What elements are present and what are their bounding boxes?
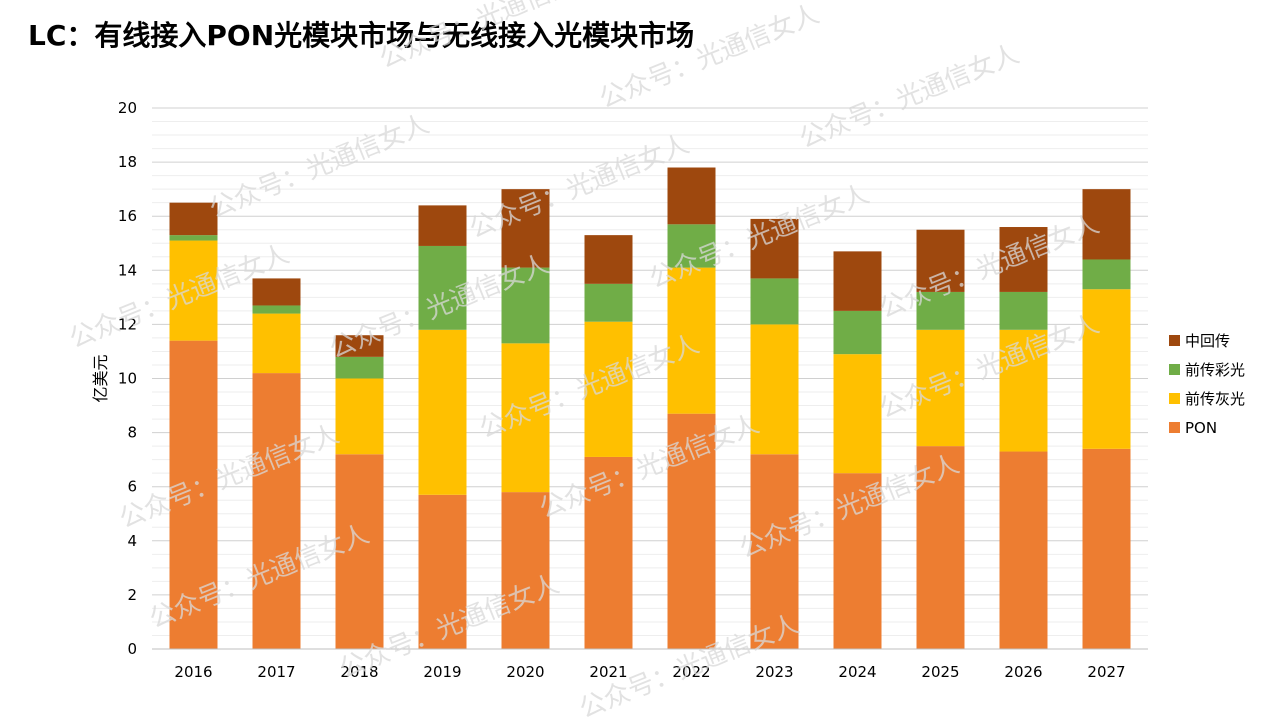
x-tick-label: 2017 <box>257 663 295 681</box>
bar-segment <box>999 451 1048 649</box>
bar-segment <box>999 329 1048 452</box>
legend-swatch <box>1169 335 1180 346</box>
bar-segment <box>252 313 301 374</box>
page-title: LC：有线接入PON光模块市场与无线接入光模块市场 <box>28 19 695 52</box>
y-axis-label: 亿美元 <box>91 354 110 402</box>
bar-segment <box>584 283 633 322</box>
bar-segment <box>667 413 716 649</box>
bar-segment <box>1082 289 1131 449</box>
bar-segment <box>418 245 467 330</box>
y-tick-label: 12 <box>118 315 137 333</box>
y-tick-label: 2 <box>127 586 137 604</box>
x-tick-label: 2023 <box>755 663 793 681</box>
y-tick-label: 4 <box>127 532 137 550</box>
bar-segment <box>750 218 799 279</box>
y-tick-label: 6 <box>127 478 137 496</box>
x-tick-label: 2016 <box>174 663 212 681</box>
bar-segment <box>833 354 882 474</box>
bar-segment <box>418 494 467 649</box>
x-tick-label: 2025 <box>921 663 959 681</box>
bar-segment <box>252 305 301 314</box>
bar-segment <box>750 278 799 325</box>
x-tick-label: 2027 <box>1087 663 1125 681</box>
bar-segment <box>252 278 301 306</box>
y-tick-label: 14 <box>118 261 137 279</box>
y-tick-label: 20 <box>118 99 137 117</box>
x-tick-label: 2019 <box>423 663 461 681</box>
x-tick-label: 2020 <box>506 663 544 681</box>
x-tick-label: 2022 <box>672 663 710 681</box>
bar-segment <box>833 251 882 311</box>
bar-segment <box>335 378 384 455</box>
bar-segment <box>501 267 550 344</box>
legend-label: 前传彩光 <box>1185 361 1245 379</box>
x-tick-label: 2024 <box>838 663 876 681</box>
x-tick-label: 2026 <box>1004 663 1042 681</box>
bar-segment <box>1082 189 1131 260</box>
y-tick-label: 18 <box>118 153 137 171</box>
x-tick-label: 2018 <box>340 663 378 681</box>
bar-segment <box>335 454 384 649</box>
bar-segment <box>916 291 965 330</box>
bar-segment <box>169 340 218 649</box>
bar-segment <box>335 335 384 357</box>
bar-segment <box>584 321 633 457</box>
bar-segment <box>999 291 1048 330</box>
legend-swatch <box>1169 393 1180 404</box>
y-tick-label: 0 <box>127 640 137 658</box>
y-tick-label: 16 <box>118 207 137 225</box>
bar-segment <box>418 205 467 246</box>
bar-segment <box>584 235 633 284</box>
y-tick-label: 8 <box>127 424 137 442</box>
bar-segment <box>584 456 633 649</box>
bar-segment <box>833 310 882 355</box>
bar-segment <box>667 267 716 414</box>
legend-label: 前传灰光 <box>1185 390 1245 408</box>
bar-segment <box>1082 259 1131 290</box>
bar-segment <box>667 167 716 225</box>
bar-segment <box>750 324 799 455</box>
bar-segment <box>667 224 716 268</box>
bar-segment <box>418 329 467 495</box>
bar-segment <box>169 235 218 241</box>
x-tick-label: 2021 <box>589 663 627 681</box>
bar-segment <box>833 473 882 649</box>
bar-segment <box>750 454 799 649</box>
bar-segment <box>252 373 301 649</box>
bar-segment <box>1082 448 1131 649</box>
bar-segment <box>916 446 965 649</box>
bar-segment <box>916 229 965 292</box>
legend-label: PON <box>1185 419 1217 437</box>
bar-segment <box>916 329 965 447</box>
bar-segment <box>169 240 218 341</box>
bar-segment <box>169 202 218 236</box>
bar-segment <box>501 189 550 268</box>
bar-segment <box>999 227 1048 292</box>
bar-segment <box>335 356 384 379</box>
legend-swatch <box>1169 364 1180 375</box>
legend-label: 中回传 <box>1185 332 1230 350</box>
legend-swatch <box>1169 422 1180 433</box>
y-tick-label: 10 <box>118 370 137 388</box>
bar-segment <box>501 343 550 493</box>
bar-segment <box>501 492 550 649</box>
